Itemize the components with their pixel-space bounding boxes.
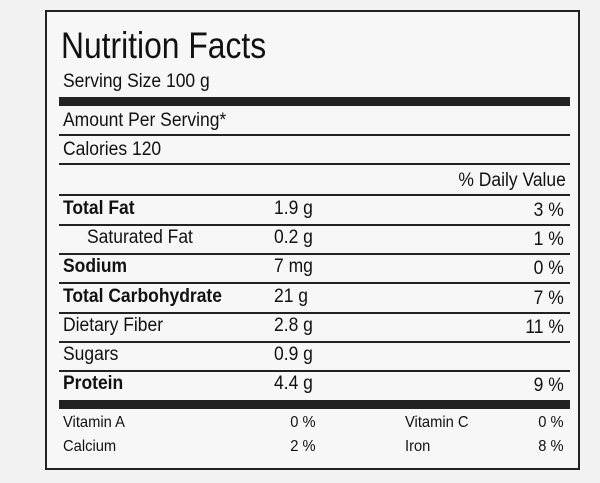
- nutrition-label: Nutrition Facts Serving Size 100 g Amoun…: [45, 10, 580, 470]
- nutrient-name: Total Fat: [63, 198, 135, 219]
- rule: [59, 282, 570, 285]
- daily-value: 9 %: [533, 375, 564, 397]
- daily-value: 1 %: [533, 229, 564, 251]
- rule: [59, 370, 570, 372]
- daily-value: 0 %: [533, 258, 564, 280]
- vitamin-name: Vitamin C: [405, 414, 469, 432]
- vitamin-value: 2 %: [290, 438, 316, 456]
- nutrient-amount: 0.2 g: [274, 227, 313, 249]
- nutrient-amount: 4.4 g: [274, 373, 313, 395]
- rule: [59, 134, 570, 136]
- nutrient-name: Sugars: [63, 344, 119, 365]
- nutrient-name: Dietary Fiber: [63, 314, 164, 336]
- rule: [59, 340, 570, 343]
- nutrient-name: Protein: [63, 373, 124, 395]
- amount-per-serving: Amount Per Serving*: [63, 110, 227, 131]
- nutrient-amount: 1.9 g: [274, 198, 313, 219]
- rule: [59, 163, 570, 165]
- daily-value-heading: % Daily Value: [458, 170, 566, 191]
- nutrient-name: Total Carbohydrate: [63, 285, 222, 307]
- thick-rule: [59, 97, 570, 106]
- nutrient-amount: 0.9 g: [274, 344, 313, 365]
- serving-size: Serving Size 100 g: [63, 71, 210, 92]
- daily-value: 3 %: [533, 200, 564, 221]
- rule: [59, 224, 570, 226]
- vitamin-name: Iron: [405, 438, 431, 456]
- daily-value: 11 %: [525, 316, 564, 338]
- title: Nutrition Facts: [61, 25, 267, 66]
- vitamin-name: Vitamin A: [63, 414, 125, 432]
- nutrient-amount: 21 g: [274, 285, 309, 307]
- calories: Calories 120: [63, 139, 162, 160]
- vitamin-value: 0 %: [290, 414, 316, 432]
- rule: [59, 311, 570, 314]
- rule: [59, 194, 570, 196]
- nutrient-name: Saturated Fat: [87, 227, 193, 249]
- vitamin-value: 0 %: [538, 414, 564, 432]
- thick-rule: [59, 400, 570, 410]
- vitamin-value: 8 %: [538, 438, 564, 456]
- nutrient-amount: 7 mg: [274, 256, 313, 278]
- daily-value: 7 %: [533, 287, 564, 309]
- rule: [59, 253, 570, 256]
- vitamin-name: Calcium: [63, 438, 117, 456]
- nutrient-amount: 2.8 g: [274, 314, 313, 336]
- nutrient-name: Sodium: [63, 256, 128, 278]
